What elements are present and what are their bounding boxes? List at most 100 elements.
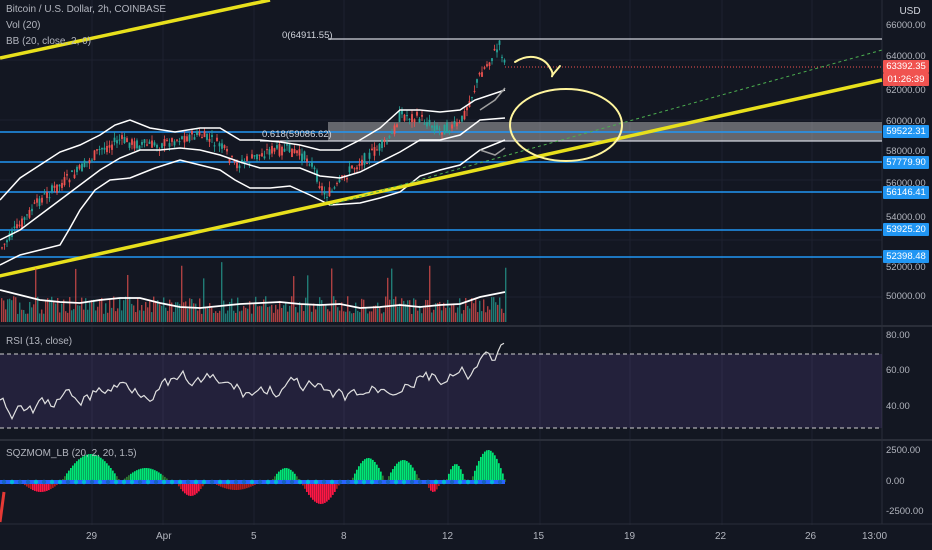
momentum-bar	[476, 465, 478, 482]
momentum-bar	[398, 461, 400, 482]
volume-bar	[345, 311, 347, 322]
momentum-bar	[114, 473, 116, 482]
candle-body	[376, 149, 378, 151]
volume-bar	[405, 304, 407, 322]
volume-bar	[397, 306, 399, 322]
price-axis-label: 54000.00	[886, 212, 926, 223]
indicator-bb-legend[interactable]: BB (20, close, 2, 0)	[6, 36, 92, 47]
squeeze-dot	[113, 479, 119, 485]
trendline-lower[interactable]	[0, 78, 883, 278]
momentum-bar	[244, 482, 246, 489]
candle-body	[483, 67, 486, 69]
candle-body	[141, 142, 143, 145]
momentum-bar	[416, 474, 418, 482]
volume-bar	[143, 310, 145, 322]
momentum-bar	[186, 482, 188, 495]
squeeze-dot	[129, 479, 135, 485]
momentum-bar	[374, 461, 376, 482]
volume-bar	[113, 296, 115, 322]
momentum-bar	[46, 482, 48, 491]
volume-bar	[295, 307, 297, 322]
candle-body	[146, 144, 148, 146]
candle-body	[368, 152, 371, 159]
volume-bar	[273, 312, 275, 322]
chart-title[interactable]: Bitcoin / U.S. Dollar, 2h, COINBASE	[6, 4, 167, 15]
candle-body	[441, 132, 443, 135]
volume-bar	[493, 297, 495, 322]
indicator-vol-legend[interactable]: Vol (20)	[6, 20, 41, 31]
volume-bar	[283, 305, 285, 322]
candle-body	[206, 133, 208, 140]
trendline-upper[interactable]	[0, 0, 271, 60]
candle-body	[173, 141, 176, 146]
volume-bar	[327, 309, 329, 322]
candle-body	[326, 196, 328, 199]
candle-body	[438, 128, 441, 130]
momentum-bar	[226, 482, 228, 489]
volume-bar	[15, 297, 17, 322]
volume-bar	[83, 309, 85, 322]
squeeze-legend[interactable]: SQZMOM_LB (20, 2, 20, 1.5)	[6, 448, 137, 459]
candle-body	[116, 140, 118, 144]
rsi-legend[interactable]: RSI (13, close)	[6, 336, 73, 347]
candle-body	[336, 183, 338, 185]
candle-body	[283, 148, 286, 152]
candle-body	[188, 134, 191, 142]
squeeze-dot	[457, 479, 463, 485]
volume-bar	[489, 309, 491, 322]
support-lines[interactable]	[0, 131, 882, 258]
momentum-bar	[370, 458, 372, 482]
volume-bar	[205, 307, 207, 322]
candle-body	[128, 142, 131, 148]
candle-body	[241, 159, 243, 163]
momentum-bar	[436, 482, 438, 490]
volume-bar	[45, 300, 47, 322]
candle-body	[211, 135, 213, 138]
volume-bar	[55, 303, 57, 322]
annotation-arrow[interactable]	[514, 55, 561, 78]
momentum-bar	[284, 468, 286, 482]
momentum-bar	[460, 469, 462, 482]
candle-body	[271, 146, 273, 154]
squeeze-dot	[409, 479, 415, 485]
candle-body	[321, 186, 323, 191]
momentum-bar	[322, 482, 324, 504]
annotation-circle[interactable]	[509, 88, 623, 162]
time-axis-label: 13:00	[862, 531, 888, 542]
price-candles[interactable]	[1, 39, 506, 250]
momentum-bar	[454, 464, 456, 482]
volume-bar	[13, 296, 15, 322]
momentum-bar	[356, 469, 358, 482]
candle-body	[153, 142, 156, 146]
volume-bar	[223, 300, 225, 322]
candle-body	[203, 131, 206, 138]
momentum-bar	[132, 472, 134, 482]
momentum-bar	[320, 482, 322, 504]
volume-bar	[465, 297, 467, 322]
candle-body	[213, 145, 216, 147]
volume-bar	[35, 268, 37, 322]
candle-body	[51, 185, 53, 192]
volume-bar	[423, 307, 425, 322]
momentum-bar	[34, 482, 36, 491]
candle-body	[148, 141, 151, 144]
volume-bar	[447, 299, 449, 322]
momentum-bar	[400, 460, 402, 482]
volume-bar	[75, 268, 77, 322]
volume-bar	[395, 296, 397, 322]
momentum-bar	[324, 482, 326, 503]
candle-body	[133, 141, 136, 149]
momentum-bar	[366, 458, 368, 482]
candle-body	[298, 149, 301, 156]
volume-bar	[239, 311, 241, 322]
volume-bar	[335, 299, 337, 322]
momentum-bar	[136, 470, 138, 482]
volume-bar	[241, 310, 243, 322]
volume-bar	[79, 305, 81, 322]
price-axis-label: 50000.00	[886, 291, 926, 302]
currency-button[interactable]: USD	[899, 6, 921, 17]
volume-bar	[427, 300, 429, 322]
momentum-bar	[358, 466, 360, 482]
momentum-bar	[94, 454, 96, 482]
